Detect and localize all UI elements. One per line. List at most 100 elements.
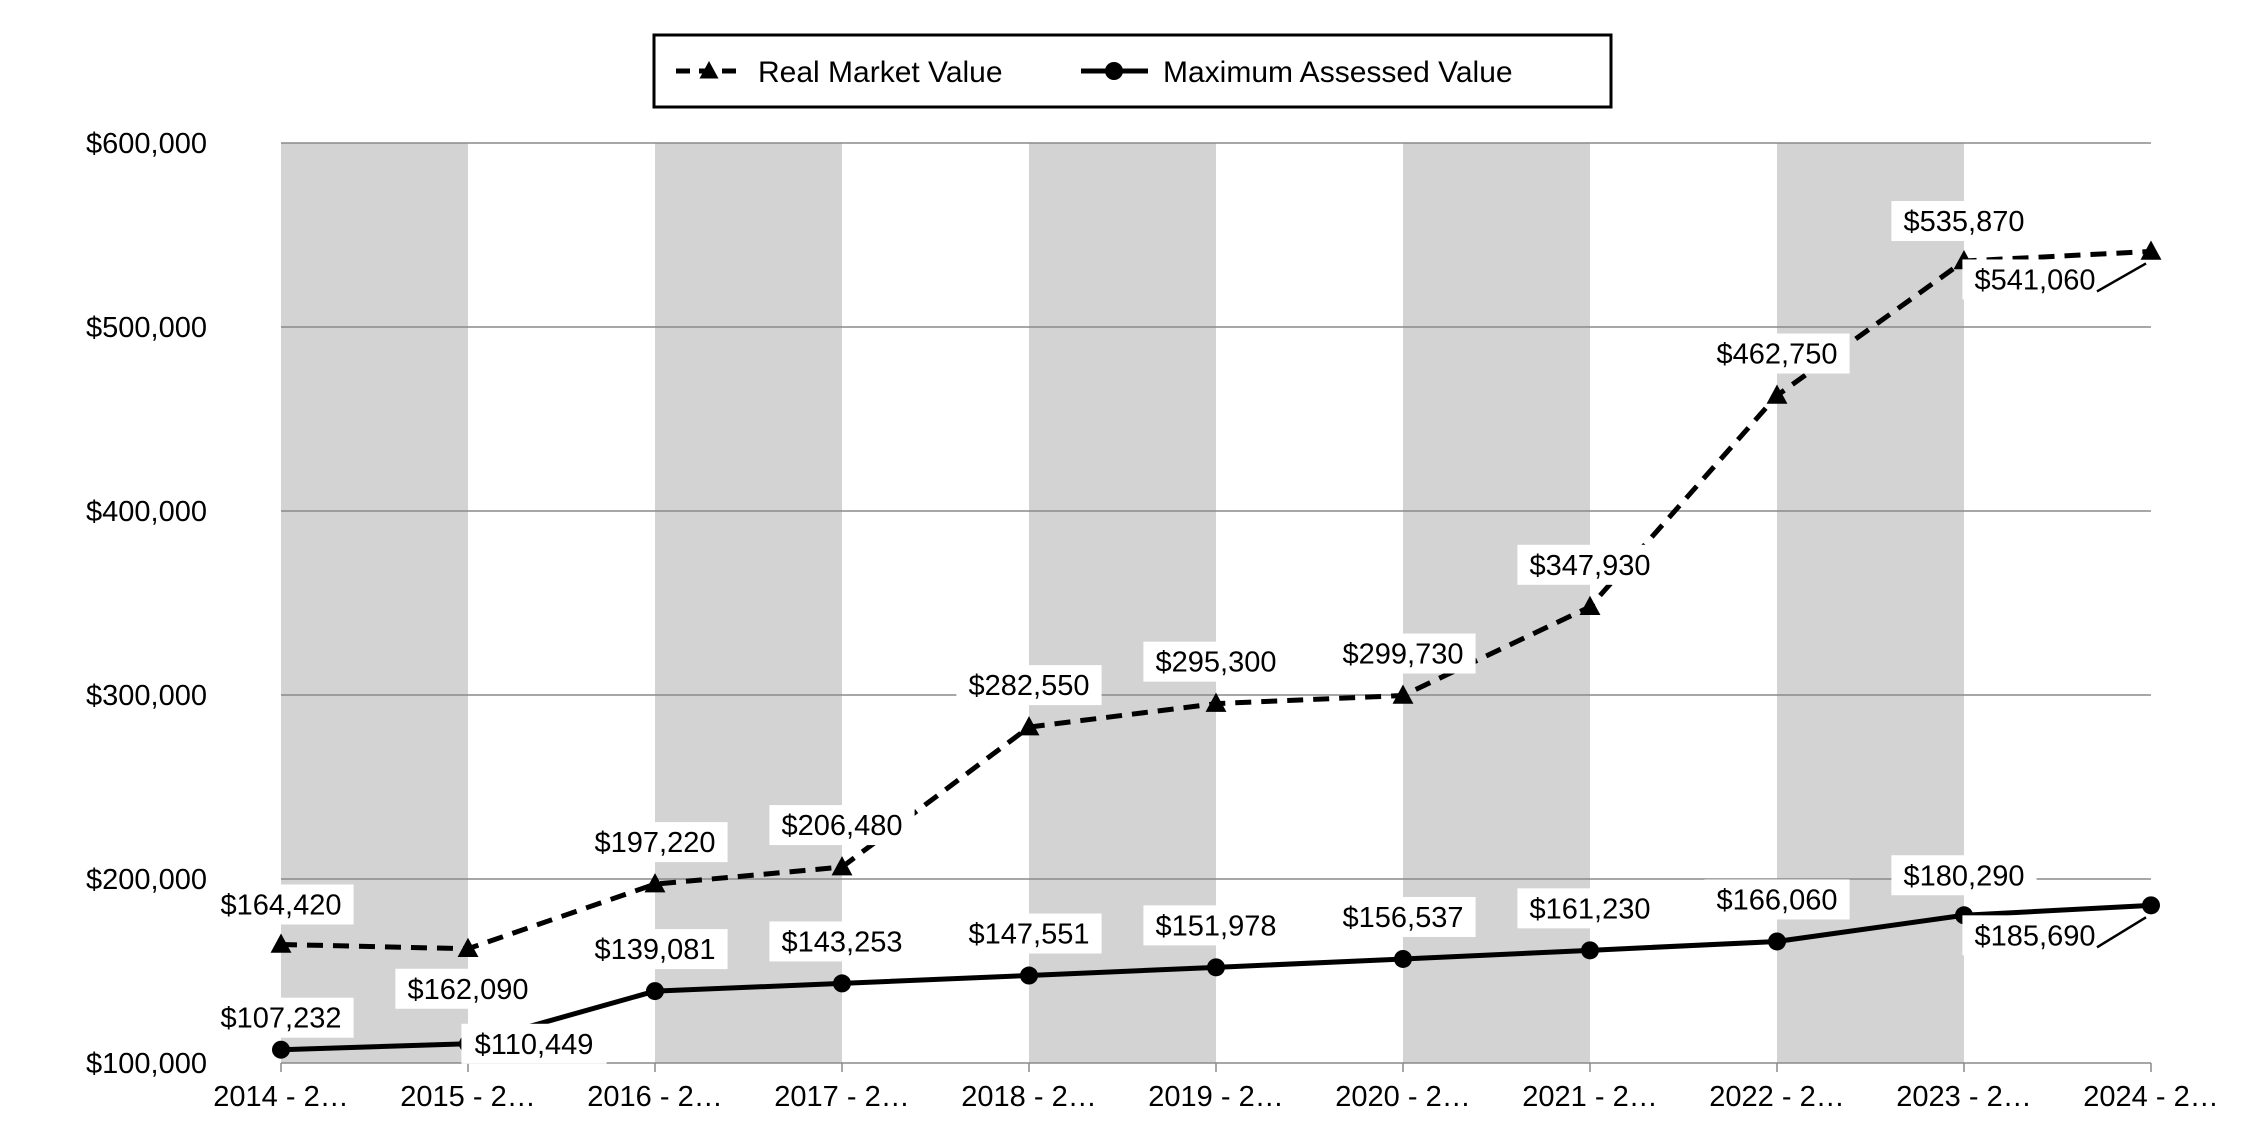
data-label-background bbox=[769, 805, 915, 846]
data-label-text: $206,480 bbox=[782, 810, 903, 842]
data-label-text: $282,550 bbox=[969, 670, 1090, 702]
marker-maximum-assessed-value bbox=[1394, 949, 1412, 968]
marker-real-market-value bbox=[1018, 716, 1040, 736]
x-tick-label: 2018 - 2… bbox=[961, 1081, 1096, 1113]
marker-real-market-value bbox=[270, 933, 292, 953]
leader-line bbox=[2096, 916, 2147, 949]
data-label-text: $535,870 bbox=[1904, 206, 2025, 238]
band-2 bbox=[655, 143, 842, 1063]
data-label-text: $295,300 bbox=[1156, 647, 1277, 679]
data-label-text: $164,420 bbox=[221, 889, 342, 921]
data-label-real-market-value: $347,930 bbox=[1517, 544, 1663, 585]
data-label-background bbox=[208, 997, 354, 1038]
x-tick-label: 2017 - 2… bbox=[774, 1081, 909, 1113]
data-label-real-market-value: $206,480 bbox=[769, 805, 915, 846]
data-label-maximum-assessed-value: $143,253 bbox=[769, 921, 915, 962]
x-tick-label: 2020 - 2… bbox=[1335, 1081, 1470, 1113]
data-label-real-market-value: $295,300 bbox=[1143, 641, 1289, 682]
data-label-maximum-assessed-value: $107,232 bbox=[208, 997, 354, 1038]
band-8 bbox=[1777, 143, 1964, 1063]
marker-real-market-value bbox=[644, 873, 666, 893]
data-label-background bbox=[1517, 544, 1663, 585]
legend-label-real-market-value: Real Market Value bbox=[758, 56, 1003, 89]
data-label-background bbox=[1143, 641, 1289, 682]
marker-maximum-assessed-value bbox=[1581, 941, 1599, 960]
legend: Real Market Value Maximum Assessed Value bbox=[652, 33, 1613, 109]
marker-maximum-assessed-value bbox=[1207, 958, 1225, 977]
data-label-background bbox=[956, 665, 1102, 706]
alternating-bands bbox=[281, 143, 1964, 1063]
data-label-real-market-value: $197,220 bbox=[582, 822, 728, 863]
data-label-background bbox=[208, 884, 354, 925]
data-label-background bbox=[582, 822, 728, 863]
data-label-background bbox=[1517, 888, 1663, 929]
data-label-background bbox=[461, 1023, 607, 1064]
data-label-real-market-value: $282,550 bbox=[956, 665, 1102, 706]
data-label-text: $147,551 bbox=[969, 919, 1090, 951]
marker-real-market-value bbox=[457, 937, 479, 958]
legend-label-maximum-assessed-value: Maximum Assessed Value bbox=[1163, 56, 1513, 89]
marker-maximum-assessed-value bbox=[1020, 966, 1038, 985]
x-tick-label: 2014 - 2… bbox=[213, 1081, 348, 1113]
marker-real-market-value bbox=[1766, 384, 1788, 404]
marker-maximum-assessed-value bbox=[833, 974, 851, 993]
gridlines bbox=[281, 142, 2151, 1064]
data-label-text: $161,230 bbox=[1530, 893, 1651, 925]
data-label-text: $143,253 bbox=[782, 926, 903, 958]
marker-maximum-assessed-value bbox=[1768, 932, 1786, 951]
data-label-text: $197,220 bbox=[595, 827, 716, 859]
marker-maximum-assessed-value bbox=[2142, 896, 2160, 915]
y-tick-label: $400,000 bbox=[86, 496, 207, 528]
data-label-text: $151,978 bbox=[1156, 910, 1277, 942]
data-label-background bbox=[1962, 259, 2108, 300]
data-label-background bbox=[1891, 200, 2037, 241]
marker-real-market-value bbox=[1579, 595, 1601, 616]
data-label-text: $162,090 bbox=[408, 974, 529, 1006]
data-label-text: $166,060 bbox=[1717, 884, 1838, 916]
data-label-background bbox=[1330, 896, 1476, 937]
data-label-background bbox=[956, 913, 1102, 954]
data-label-maximum-assessed-value: $185,690 bbox=[1962, 915, 2108, 956]
data-label-background bbox=[1704, 333, 1850, 374]
y-tick-label: $100,000 bbox=[86, 1048, 207, 1080]
y-tick-label: $500,000 bbox=[86, 312, 207, 344]
band-0 bbox=[281, 143, 468, 1063]
data-label-text: $156,537 bbox=[1343, 902, 1464, 934]
data-label-real-market-value: $162,090 bbox=[395, 968, 541, 1009]
marker-real-market-value bbox=[1205, 692, 1227, 712]
marker-real-market-value bbox=[1392, 684, 1414, 704]
data-label-text: $462,750 bbox=[1717, 339, 1838, 371]
data-label-text: $110,449 bbox=[475, 1029, 594, 1061]
data-label-maximum-assessed-value: $180,290 bbox=[1891, 855, 2037, 896]
data-label-text: $541,060 bbox=[1975, 264, 2096, 296]
y-tick-label: $200,000 bbox=[86, 864, 207, 896]
data-label-text: $180,290 bbox=[1904, 860, 2025, 892]
data-label-maximum-assessed-value: $139,081 bbox=[582, 929, 728, 970]
x-tick-label: 2023 - 2… bbox=[1896, 1081, 2031, 1113]
data-labels: $164,420 $162,090 $197,220 $206,480 $282,550… bbox=[208, 200, 2147, 1064]
x-tick-label: 2021 - 2… bbox=[1522, 1081, 1657, 1113]
data-label-maximum-assessed-value: $156,537 bbox=[1330, 896, 1476, 937]
data-label-maximum-assessed-value: $147,551 bbox=[956, 913, 1102, 954]
marker-real-market-value bbox=[2140, 240, 2162, 260]
legend-marker-real-market-value bbox=[699, 61, 719, 79]
data-label-maximum-assessed-value: $110,449 bbox=[461, 1023, 607, 1064]
data-label-maximum-assessed-value: $161,230 bbox=[1517, 888, 1663, 929]
data-label-background bbox=[1330, 633, 1476, 674]
data-label-background bbox=[395, 968, 541, 1009]
data-label-real-market-value: $164,420 bbox=[208, 884, 354, 925]
data-label-maximum-assessed-value: $151,978 bbox=[1143, 905, 1289, 946]
data-label-maximum-assessed-value: $166,060 bbox=[1704, 879, 1850, 920]
x-tick-label: 2022 - 2… bbox=[1709, 1081, 1844, 1113]
data-label-text: $347,930 bbox=[1530, 550, 1651, 582]
y-tick-label: $600,000 bbox=[86, 128, 207, 160]
marker-maximum-assessed-value bbox=[272, 1040, 290, 1059]
data-label-text: $107,232 bbox=[221, 1003, 342, 1035]
data-label-real-market-value: $535,870 bbox=[1891, 200, 2037, 241]
marker-maximum-assessed-value bbox=[646, 982, 664, 1001]
data-label-text: $299,730 bbox=[1343, 638, 1464, 670]
x-tick-label: 2016 - 2… bbox=[587, 1081, 722, 1113]
data-label-text: $185,690 bbox=[1975, 920, 2096, 952]
